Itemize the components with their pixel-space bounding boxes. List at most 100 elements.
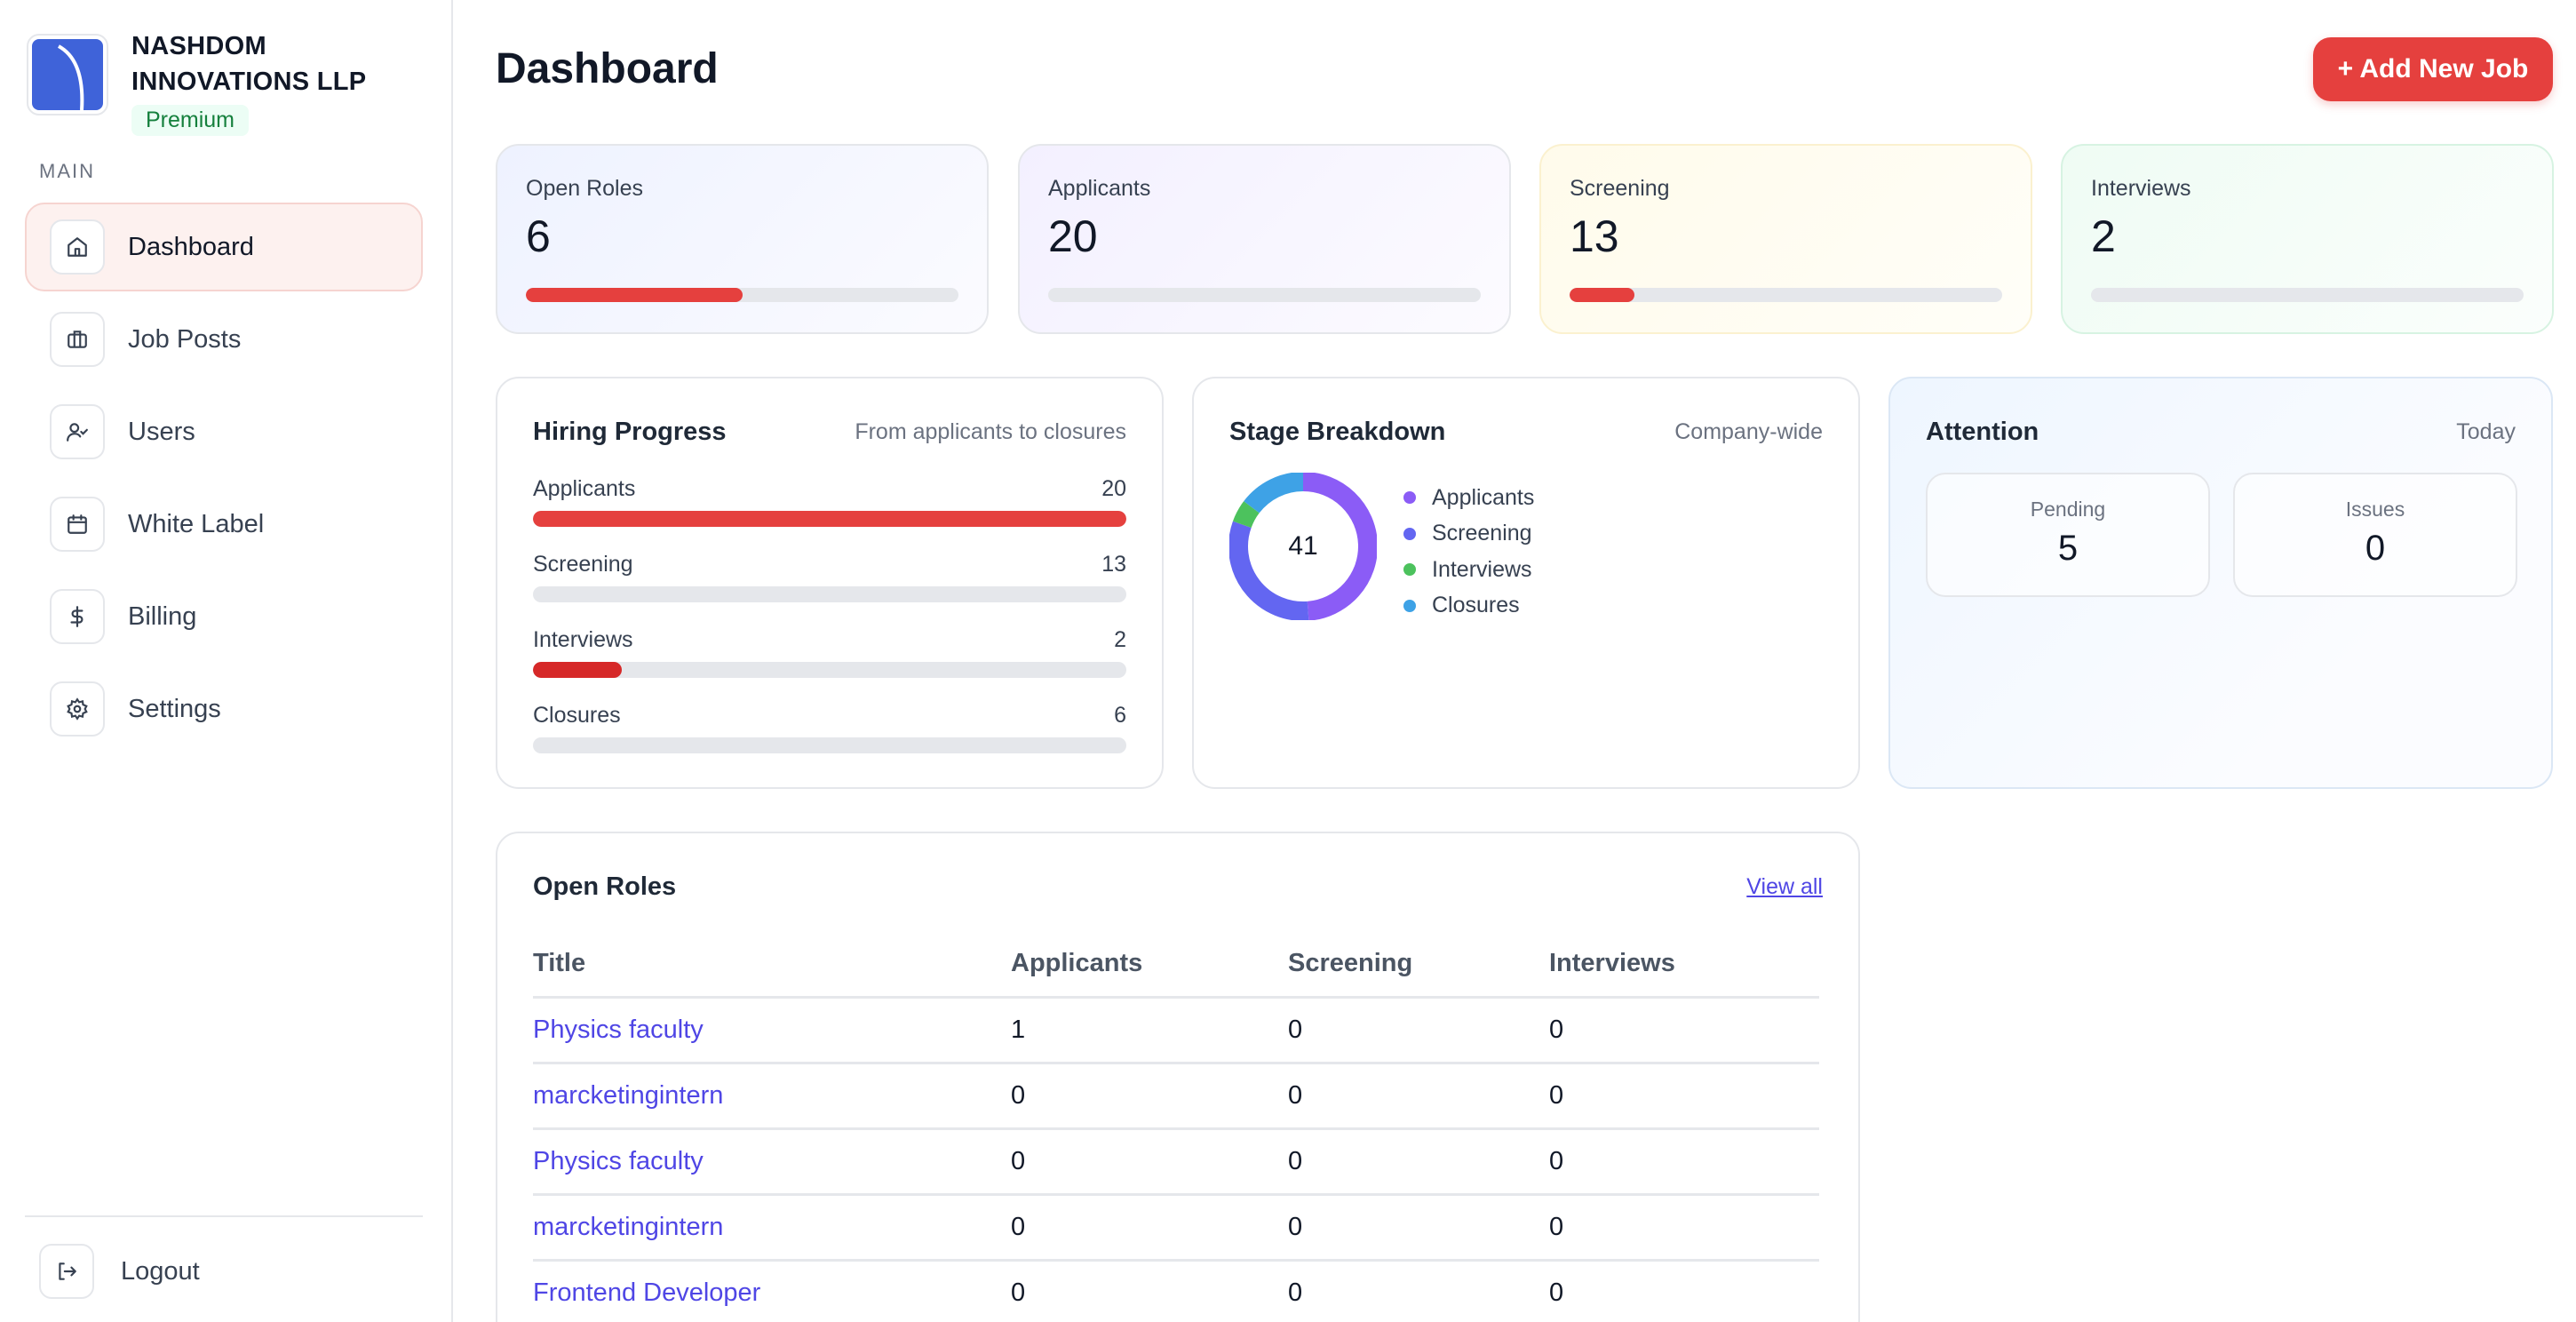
table-row[interactable]: Physics faculty 1 0 0 bbox=[533, 997, 1819, 1064]
column-header-interviews[interactable]: Interviews bbox=[1549, 931, 1819, 999]
company-logo bbox=[27, 34, 108, 115]
role-title-link[interactable]: Physics faculty bbox=[533, 997, 1011, 1064]
legend-dot bbox=[1403, 527, 1416, 540]
table-row[interactable]: Physics faculty 0 0 0 bbox=[533, 1128, 1819, 1196]
progress-track bbox=[533, 737, 1126, 753]
add-new-job-button[interactable]: + Add New Job bbox=[2313, 37, 2553, 101]
applicants-cell: 0 bbox=[1011, 1194, 1288, 1262]
progress-row-closures: Closures 6 bbox=[533, 703, 1126, 753]
interviews-cell: 0 bbox=[1549, 1063, 1819, 1130]
screening-cell: 0 bbox=[1288, 1128, 1549, 1196]
legend-item-closures: Closures bbox=[1403, 588, 1534, 625]
stat-value: 13 bbox=[1570, 211, 1619, 261]
progress-value: 13 bbox=[1101, 552, 1126, 577]
progress-row-interviews: Interviews 2 bbox=[533, 627, 1126, 678]
sidebar-divider bbox=[25, 1215, 423, 1217]
sidebar-item-users[interactable]: Users bbox=[25, 387, 423, 476]
table-row[interactable]: Frontend Developer 0 0 0 bbox=[533, 1260, 1819, 1322]
open-roles-table: Title Applicants Screening Interviews Ph… bbox=[533, 931, 1819, 1322]
legend-label: Interviews bbox=[1432, 556, 1532, 582]
dollar-icon bbox=[50, 589, 105, 644]
briefcase-icon bbox=[50, 312, 105, 367]
donut-slice-closures bbox=[1244, 473, 1304, 514]
sidebar-item-billing[interactable]: Billing bbox=[25, 572, 423, 661]
sidebar-item-settings[interactable]: Settings bbox=[25, 665, 423, 753]
screening-cell: 0 bbox=[1288, 1260, 1549, 1322]
issues-value: 0 bbox=[2365, 529, 2386, 568]
progress-label: Applicants bbox=[533, 476, 636, 501]
table-row[interactable]: marcketingintern 0 0 0 bbox=[533, 1063, 1819, 1130]
card-title: Open Roles bbox=[533, 872, 677, 901]
legend-label: Screening bbox=[1432, 521, 1532, 546]
legend-label: Applicants bbox=[1432, 484, 1535, 510]
company-name-line1: NASHDOM bbox=[131, 32, 266, 60]
user-check-icon bbox=[50, 404, 105, 459]
home-icon bbox=[50, 219, 105, 275]
stat-card-screening[interactable]: Screening 13 bbox=[1539, 144, 2032, 334]
applicants-cell: 1 bbox=[1011, 997, 1288, 1064]
stat-progress-track bbox=[1048, 288, 1481, 302]
sidebar-item-job-posts[interactable]: Job Posts bbox=[25, 295, 423, 384]
logout-button[interactable]: Logout bbox=[39, 1244, 200, 1299]
sidebar: NASHDOM INNOVATIONS LLP Premium MAIN Das… bbox=[0, 0, 453, 1322]
open-roles-card: Open Roles View all Title Applicants Scr… bbox=[496, 832, 1860, 1322]
stat-progress-fill bbox=[526, 288, 743, 302]
role-title-link[interactable]: Frontend Developer bbox=[533, 1260, 1011, 1322]
column-header-title[interactable]: Title bbox=[533, 931, 1011, 999]
sidebar-item-label: Job Posts bbox=[128, 324, 242, 354]
stat-value: 20 bbox=[1048, 211, 1098, 261]
stat-value: 6 bbox=[526, 211, 551, 261]
progress-value: 6 bbox=[1114, 703, 1126, 728]
legend-item-screening: Screening bbox=[1403, 516, 1534, 553]
role-title-link[interactable]: Physics faculty bbox=[533, 1128, 1011, 1196]
stat-value: 2 bbox=[2091, 211, 2116, 261]
donut-legend: Applicants Screening Interviews Closures bbox=[1403, 480, 1534, 624]
sidebar-item-white-label[interactable]: White Label bbox=[25, 480, 423, 569]
screening-cell: 0 bbox=[1288, 1063, 1549, 1130]
interviews-cell: 0 bbox=[1549, 997, 1819, 1064]
pending-value: 5 bbox=[2057, 529, 2079, 568]
card-title: Hiring Progress bbox=[533, 418, 727, 446]
pending-tile[interactable]: Pending 5 bbox=[1926, 473, 2210, 597]
stat-label: Open Roles bbox=[526, 176, 644, 201]
table-row[interactable]: marcketingintern 0 0 0 bbox=[533, 1194, 1819, 1262]
sidebar-item-label: Users bbox=[128, 417, 195, 446]
stat-progress-track bbox=[526, 288, 958, 302]
view-all-link[interactable]: View all bbox=[1746, 874, 1823, 899]
stat-label: Applicants bbox=[1048, 176, 1151, 201]
stat-progress-track bbox=[2091, 288, 2524, 302]
brand: NASHDOM INNOVATIONS LLP Premium bbox=[27, 32, 366, 136]
stat-card-interviews[interactable]: Interviews 2 bbox=[2061, 144, 2554, 334]
card-title: Attention bbox=[1926, 418, 2039, 446]
donut-slice-screening bbox=[1229, 521, 1309, 620]
progress-value: 2 bbox=[1114, 627, 1126, 652]
role-title-link[interactable]: marcketingintern bbox=[533, 1063, 1011, 1130]
stat-card-open-roles[interactable]: Open Roles 6 bbox=[496, 144, 989, 334]
pending-label: Pending bbox=[2030, 498, 2106, 521]
sidebar-item-dashboard[interactable]: Dashboard bbox=[25, 203, 423, 291]
legend-item-applicants: Applicants bbox=[1403, 480, 1534, 516]
stat-progress-track bbox=[1570, 288, 2002, 302]
role-title-link[interactable]: marcketingintern bbox=[533, 1194, 1011, 1262]
progress-label: Closures bbox=[533, 703, 621, 728]
sidebar-item-label: Billing bbox=[128, 601, 197, 631]
stat-card-applicants[interactable]: Applicants 20 bbox=[1018, 144, 1511, 334]
issues-label: Issues bbox=[2345, 498, 2405, 521]
attention-card: Attention Today Pending 5 Issues 0 bbox=[1888, 377, 2553, 789]
issues-tile[interactable]: Issues 0 bbox=[2233, 473, 2517, 597]
screening-cell: 0 bbox=[1288, 997, 1549, 1064]
donut-slice-applicants bbox=[1302, 473, 1377, 620]
page-title: Dashboard bbox=[496, 45, 719, 92]
column-header-screening[interactable]: Screening bbox=[1288, 931, 1549, 999]
card-subtitle: Today bbox=[2456, 419, 2516, 444]
progress-track bbox=[533, 586, 1126, 602]
plan-badge: Premium bbox=[131, 105, 250, 136]
column-header-applicants[interactable]: Applicants bbox=[1011, 931, 1288, 999]
progress-row-applicants: Applicants 20 bbox=[533, 476, 1126, 527]
progress-fill bbox=[533, 511, 1126, 527]
card-subtitle: Company-wide bbox=[1674, 419, 1823, 444]
stage-breakdown-card: Stage Breakdown Company-wide 41 Applican… bbox=[1192, 377, 1860, 789]
hiring-progress-card: Hiring Progress From applicants to closu… bbox=[496, 377, 1164, 789]
applicants-cell: 0 bbox=[1011, 1260, 1288, 1322]
legend-dot bbox=[1403, 563, 1416, 577]
